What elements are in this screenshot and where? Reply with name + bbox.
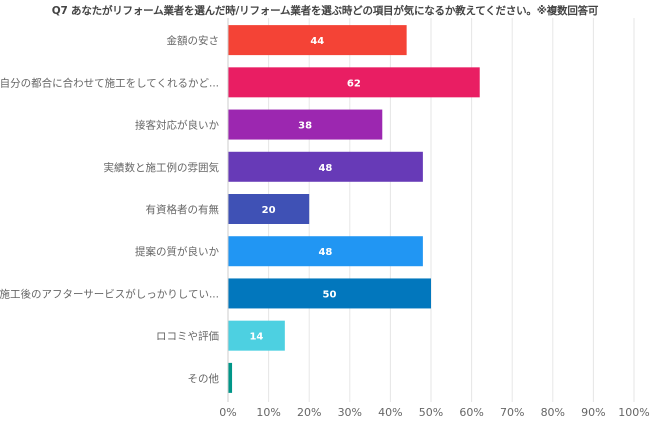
chart-title: Q7 あなたがリフォーム業者を選んだ時/リフォーム業者を選ぶ時どの項目が気になる… — [51, 5, 599, 17]
x-axis-ticks: 0% 10% 20% 30% 40% 50% 60% 70% 80% 90% 100% — [219, 406, 649, 419]
x-tick-label: 0% — [219, 406, 236, 419]
x-tick-label: 80% — [541, 406, 565, 419]
data-label: 48 — [318, 247, 332, 258]
category-label: 施工後のアフターサービスがしっかりしてい... — [0, 287, 219, 300]
bar[interactable] — [228, 362, 233, 393]
bar[interactable] — [228, 320, 285, 351]
data-label: 20 — [262, 205, 276, 216]
data-label: 62 — [347, 78, 361, 89]
bar[interactable] — [228, 236, 423, 267]
x-tick-label: 60% — [459, 406, 483, 419]
category-label: ロコミや評価 — [156, 330, 219, 343]
x-tick-label: 20% — [297, 406, 321, 419]
category-label: その他 — [188, 372, 220, 385]
bars: 44 62 38 48 20 48 50 14 — [228, 25, 480, 393]
data-label: 50 — [323, 289, 337, 300]
data-label: 44 — [310, 36, 324, 47]
category-label: 金額の安さ — [167, 34, 220, 47]
x-tick-label: 90% — [581, 406, 605, 419]
bar[interactable] — [228, 67, 480, 98]
x-tick-label: 10% — [256, 406, 280, 419]
category-label: 実績数と施工例の雰囲気 — [104, 161, 220, 174]
x-tick-label: 50% — [419, 406, 443, 419]
x-tick-label: 30% — [338, 406, 362, 419]
data-label: 48 — [318, 163, 332, 174]
bar[interactable] — [228, 151, 423, 182]
x-tick-label: 70% — [500, 406, 524, 419]
bar[interactable] — [228, 109, 383, 140]
category-label: 有資格者の有無 — [146, 203, 220, 216]
bar[interactable] — [228, 278, 431, 309]
data-label: 14 — [249, 332, 263, 343]
data-label: 38 — [298, 121, 312, 132]
x-tick-label: 100% — [618, 406, 649, 419]
bar[interactable] — [228, 194, 310, 224]
x-tick-label: 40% — [378, 406, 402, 419]
category-label: 自分の都合に合わせて施工をしてくれるかど... — [0, 76, 219, 89]
category-label: 提案の質が良いか — [135, 245, 219, 258]
category-label: 接客対応が良いか — [135, 119, 219, 132]
bar[interactable] — [228, 25, 407, 56]
